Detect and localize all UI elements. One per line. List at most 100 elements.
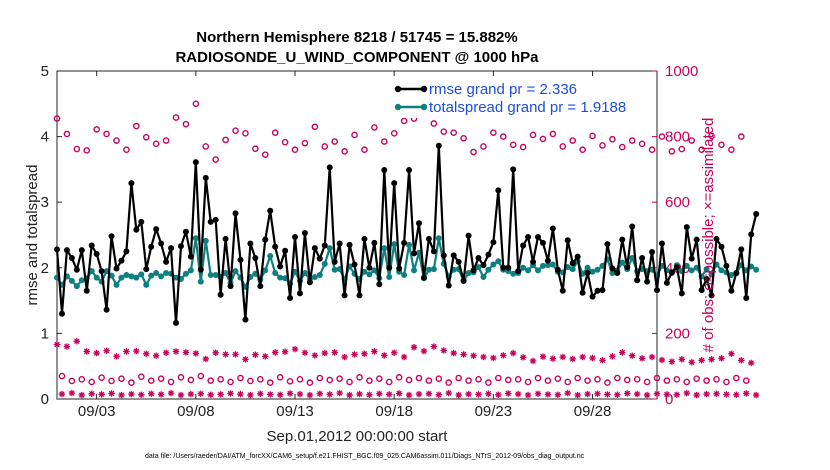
rmse-point [182, 228, 189, 235]
obs-assimilated-point [286, 390, 294, 397]
obs-assimilated-point [698, 357, 705, 364]
obs-possible-point [242, 130, 249, 137]
obs-possible-point [618, 143, 626, 151]
rmse-point [698, 287, 705, 294]
obs-assimilated-point [58, 390, 66, 398]
obs-possible-point [93, 126, 100, 133]
obs-assimilated-point [152, 352, 160, 359]
obs-assimilated-point [346, 391, 353, 399]
obs-assimilated-point [93, 349, 100, 357]
obs-possible-point [128, 379, 135, 386]
obs-assimilated-point [386, 391, 393, 398]
obs-possible-point [152, 140, 160, 148]
obs-possible-point [718, 141, 725, 149]
obs-possible-point [485, 379, 492, 386]
rmse-point [371, 239, 378, 246]
obs-possible-point [539, 135, 547, 143]
obs-possible-point [584, 377, 591, 384]
rmse-point [301, 230, 308, 237]
rmse-point [579, 289, 586, 296]
obs-possible-point [257, 376, 264, 383]
totalspread-point [485, 266, 492, 273]
obs-possible-point [723, 378, 730, 386]
rmse-point [341, 292, 348, 299]
rmse-point [584, 270, 591, 277]
obs-possible-point [668, 148, 676, 155]
obs-assimilated-point [703, 390, 710, 398]
obs-possible-point [400, 117, 408, 125]
obs-possible-point [133, 122, 140, 130]
rmse-point [688, 255, 695, 262]
obs-possible-point [623, 376, 631, 384]
rmse-point [381, 167, 388, 174]
rmse-point [73, 266, 80, 273]
chart-title: Northern Hemisphere 8218 / 51745 = 15.88… [196, 29, 517, 46]
totalspread-point [138, 271, 145, 278]
obs-possible-point [296, 376, 304, 383]
rmse-point [68, 254, 75, 261]
rmse-point [708, 292, 715, 299]
rmse-point [133, 226, 140, 233]
obs-assimilated-point [212, 349, 219, 356]
rmse-point [311, 245, 318, 252]
rmse-point [450, 252, 457, 259]
legend-box [392, 76, 654, 118]
obs-assimilated-point [480, 353, 487, 361]
rmse-point [505, 264, 512, 271]
rmse-point [525, 233, 532, 240]
rmse-point [753, 211, 760, 218]
totalspread-point [182, 270, 189, 277]
legend-rmse-marker-1 [394, 85, 402, 93]
obs-assimilated-point [564, 389, 571, 397]
obs-assimilated-point [227, 390, 234, 397]
totalspread-point [88, 268, 95, 275]
obs-possible-point [519, 143, 527, 151]
obs-possible-point [390, 130, 398, 137]
obs-assimilated-point [202, 355, 209, 363]
rmse-point [420, 274, 427, 281]
obs-assimilated-point [326, 391, 333, 398]
obs-assimilated-point [708, 356, 715, 363]
rmse-point [277, 263, 284, 270]
rmse-point [609, 265, 616, 272]
rmse-point [668, 269, 675, 276]
totalspread-point [525, 267, 532, 274]
obs-assimilated-point [390, 349, 398, 356]
rmse-point [58, 310, 65, 317]
obs-possible-point [123, 146, 130, 154]
totalspread-point [569, 266, 576, 273]
obs-possible-point [698, 146, 705, 154]
obs-assimilated-point [673, 391, 681, 398]
obs-assimilated-point [599, 357, 606, 364]
obs-assimilated-point [425, 390, 433, 397]
rmse-point [143, 266, 150, 273]
obs-assimilated-point [68, 389, 76, 397]
obs-possible-point [351, 131, 358, 139]
obs-assimilated-point [475, 391, 482, 398]
rmse-point [346, 241, 353, 248]
totalspread-point [430, 266, 437, 273]
totalspread-point [371, 267, 378, 274]
obs-assimilated-point [430, 343, 438, 350]
totalspread-point [619, 259, 626, 266]
x-tick-label: 09/18 [375, 403, 413, 420]
rmse-point [574, 253, 581, 260]
obs-possible-point [643, 378, 651, 386]
rmse-point [396, 265, 403, 272]
rmse-point [634, 277, 641, 284]
rmse-point [703, 275, 710, 282]
obs-possible-point [495, 374, 502, 382]
obs-possible-point [574, 374, 581, 382]
obs-possible-point [73, 145, 81, 153]
y-right-tick-label: 200 [665, 325, 690, 342]
totalspread-point [411, 267, 418, 274]
obs-assimilated-point [306, 391, 314, 399]
totalspread-point [366, 271, 373, 278]
obs-assimilated-point [53, 341, 61, 348]
totalspread-point [495, 258, 502, 265]
obs-possible-point [455, 374, 462, 382]
obs-possible-point [693, 375, 700, 382]
obs-assimilated-point [633, 390, 641, 398]
rmse-point [649, 249, 656, 256]
chart-subtitle: RADIOSONDE_U_WIND_COMPONENT @ 1000 hPa [175, 49, 539, 66]
